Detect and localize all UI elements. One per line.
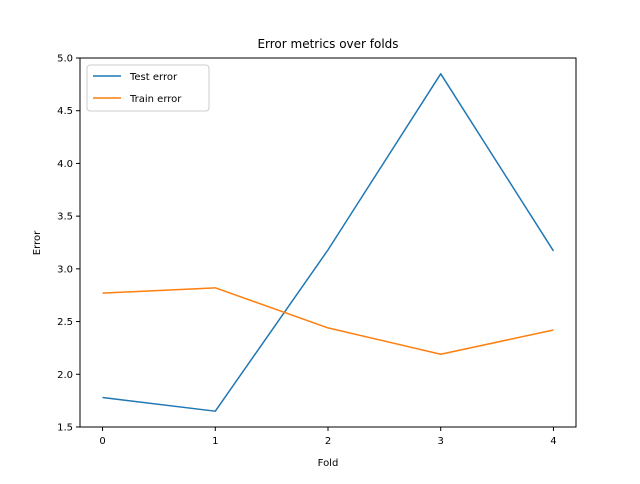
x-tick-label: 0: [99, 436, 105, 447]
x-tick-label: 2: [325, 436, 331, 447]
x-tick-label: 4: [550, 436, 556, 447]
legend-label-train-error: Train error: [129, 94, 182, 105]
x-axis-label: Fold: [318, 458, 339, 469]
legend: Test error Train error: [86, 64, 210, 112]
y-tick-label: 2.0: [57, 370, 73, 381]
y-tick-label: 2.5: [57, 317, 73, 328]
plot-area: [80, 58, 576, 427]
y-tick-label: 4.0: [57, 159, 73, 170]
series-line-test-error: [102, 73, 555, 412]
x-axis-ticks: 0 1 2 3 4: [99, 427, 557, 447]
series-line-train-error: [102, 287, 554, 356]
y-tick-label: 5.0: [57, 54, 73, 65]
series-layer: [102, 73, 555, 412]
y-tick-label: 1.5: [57, 423, 73, 434]
legend-label-test-error: Test error: [129, 72, 178, 83]
chart-title: Error metrics over folds: [257, 37, 398, 51]
y-tick-label: 4.5: [57, 106, 73, 117]
y-tick-label: 3.5: [57, 212, 73, 223]
x-tick-label: 1: [212, 436, 218, 447]
y-axis-label: Error: [32, 230, 43, 255]
x-tick-label: 3: [438, 436, 444, 447]
y-axis-ticks: 1.5 2.0 2.5 3.0 3.5 4.0 4.5 5.0: [57, 54, 80, 434]
y-tick-label: 3.0: [57, 264, 73, 275]
